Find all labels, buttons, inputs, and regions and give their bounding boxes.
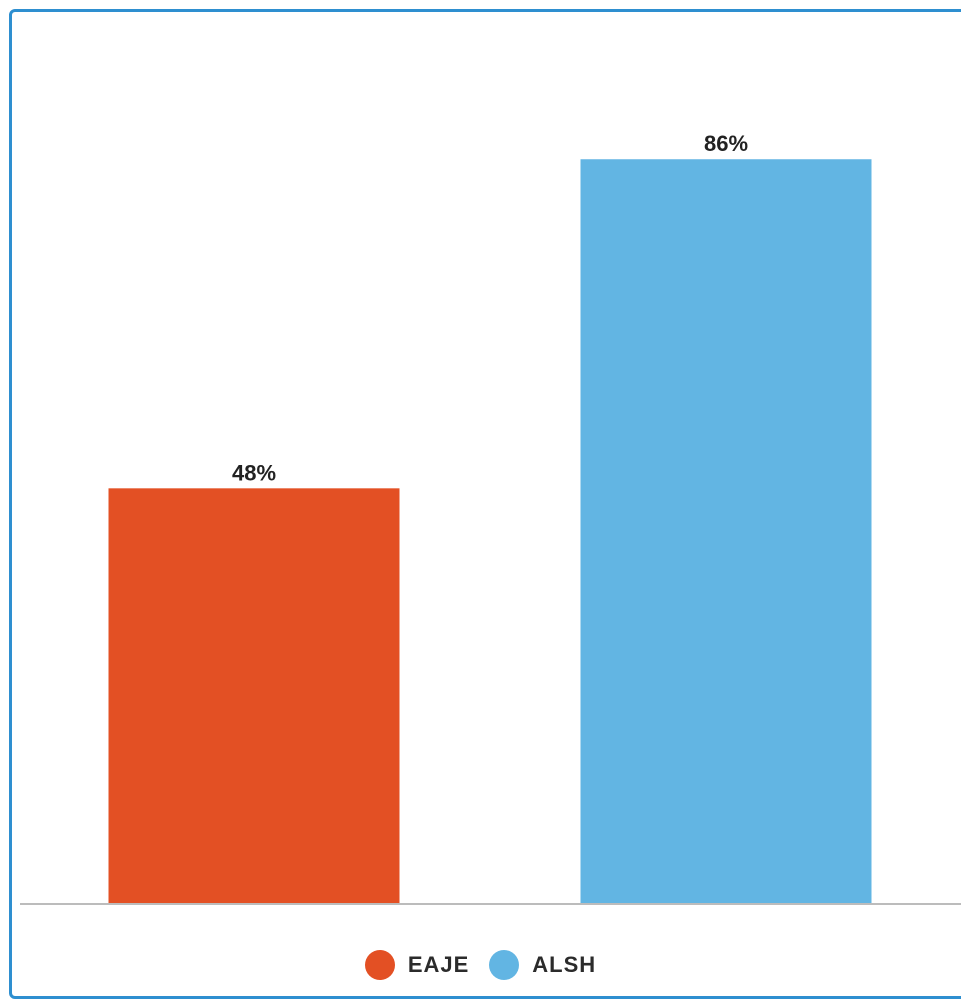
legend-item-alsh[interactable]: ALSH xyxy=(489,950,596,980)
data-label-alsh: 86% xyxy=(704,131,748,156)
legend-swatch-eaje xyxy=(364,950,395,980)
legend-swatch-alsh xyxy=(489,950,520,980)
legend-item-eaje[interactable]: EAJE xyxy=(364,950,470,980)
data-label-eaje: 48% xyxy=(232,460,276,485)
legend: EAJE ALSH xyxy=(0,948,961,982)
legend-label-eaje: EAJE xyxy=(407,952,470,977)
bars-layer: 48% 86% xyxy=(108,131,872,905)
bar-alsh[interactable] xyxy=(580,159,872,905)
legend-label-alsh: ALSH xyxy=(532,952,597,977)
bar-eaje[interactable] xyxy=(108,488,400,904)
